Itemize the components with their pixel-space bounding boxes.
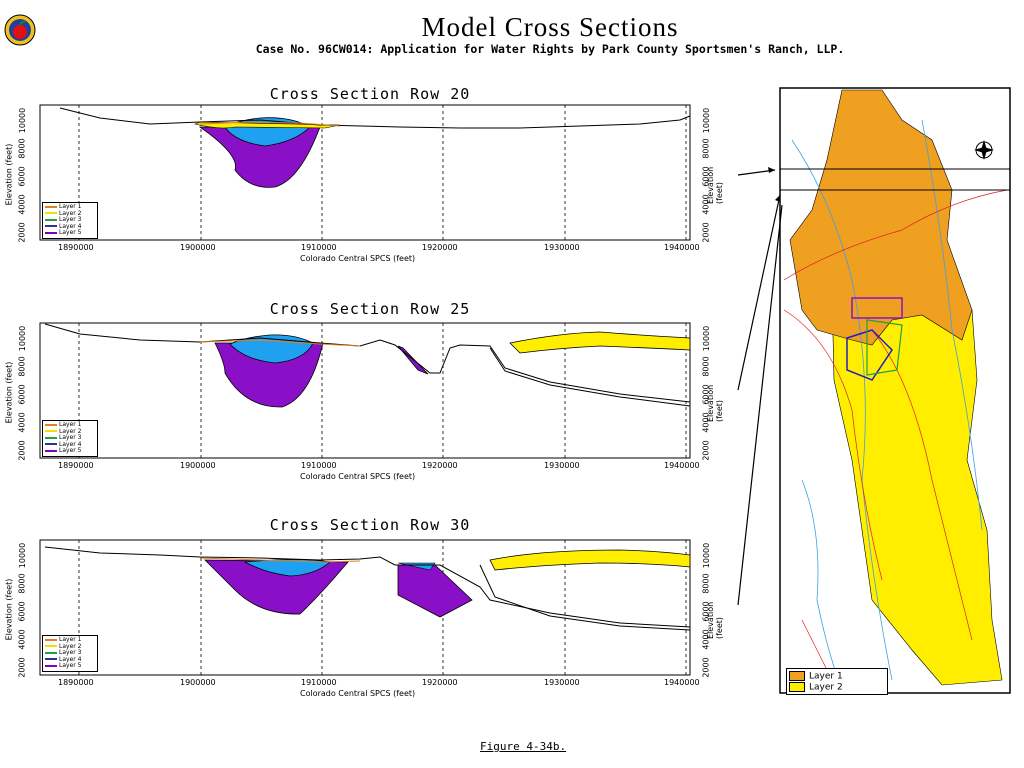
cross-section-row-30-plot — [39, 539, 691, 676]
model-grid-map — [779, 87, 1011, 694]
cross-section-row-25-plot — [39, 322, 691, 459]
figure-caption: Figure 4-34b. — [480, 740, 567, 753]
section-title-row-20: Cross Section Row 20 — [269, 85, 471, 103]
page-title: Model Cross Sections — [421, 12, 679, 42]
page-subtitle: Case No. 96CW014: Application for Water … — [255, 42, 845, 56]
leader-arrows — [737, 167, 783, 606]
map-legend: Layer 1 Layer 2 — [786, 668, 888, 695]
section-title-row-30: Cross Section Row 30 — [269, 516, 471, 534]
apple-seal-icon — [4, 14, 36, 46]
map-legend-layer-2: Layer 2 — [809, 682, 843, 692]
north-arrow-icon — [974, 140, 994, 160]
cross-section-row-20-plot — [39, 104, 691, 241]
map-legend-layer-1: Layer 1 — [809, 671, 843, 682]
section-title-row-25: Cross Section Row 25 — [269, 300, 471, 318]
